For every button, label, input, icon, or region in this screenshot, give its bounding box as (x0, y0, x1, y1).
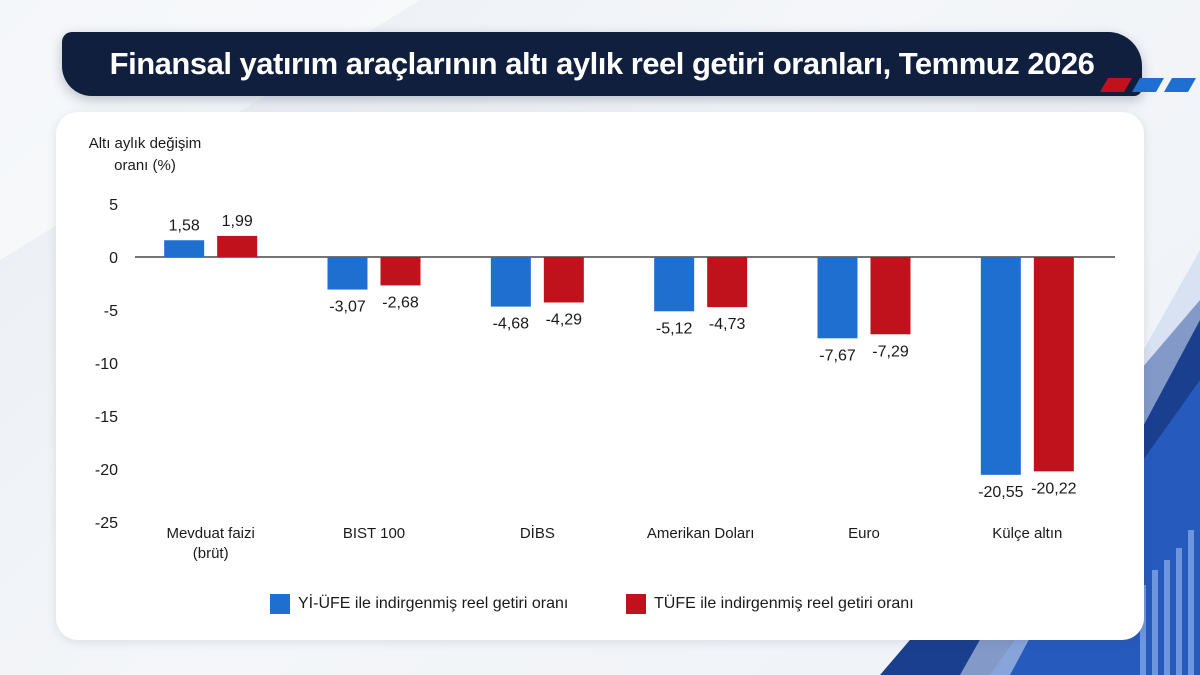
bar (707, 257, 748, 308)
x-tick-label: DİBS (520, 524, 555, 542)
x-tick-label: BIST 100 (343, 525, 405, 542)
chart-title: Finansal yatırım araçlarının altı aylık … (109, 46, 1095, 81)
y-tick-label: 5 (109, 197, 118, 214)
data-label: 1,99 (222, 213, 253, 230)
data-label: -4,29 (546, 311, 583, 328)
y-tick-label: -25 (95, 515, 118, 532)
x-tick-label: Külçe altın (992, 525, 1062, 542)
y-tick-label: -10 (95, 356, 118, 373)
y-tick-label: -20 (95, 462, 118, 479)
bar (1033, 257, 1074, 472)
bar (490, 257, 531, 307)
y-axis-title-line: oranı (%) (114, 157, 176, 174)
chart-card (56, 112, 1144, 640)
x-tick-label: Amerikan Doları (647, 525, 755, 542)
bar (164, 240, 205, 257)
data-label: -4,73 (709, 316, 746, 333)
bar (817, 257, 858, 339)
data-label: 1,58 (169, 217, 200, 234)
bar (870, 257, 911, 335)
y-axis-title-line: Altı aylık değişim (89, 135, 202, 152)
y-tick-label: 0 (109, 250, 118, 267)
x-tick-label: Mevduat faizi (166, 525, 254, 542)
y-tick-label: -15 (95, 409, 118, 426)
legend-swatch-blue (270, 594, 290, 614)
y-tick-label: -5 (104, 303, 118, 320)
data-label: -2,68 (382, 294, 419, 311)
bar (980, 257, 1021, 475)
data-label: -4,68 (493, 316, 530, 333)
data-label: -3,07 (329, 299, 366, 316)
data-label: -7,29 (872, 343, 909, 360)
legend-label-series2: TÜFE ile indirgenmiş reel getiri oranı (654, 595, 914, 612)
x-tick-label: Euro (848, 525, 880, 542)
legend: Yİ-ÜFE ile indirgenmiş reel getiri oranı… (0, 590, 1200, 618)
bar (217, 235, 258, 257)
title-banner: Finansal yatırım araçlarının altı aylık … (62, 32, 1142, 96)
legend-item-series2: TÜFE ile indirgenmiş reel getiri oranı (626, 590, 914, 618)
bar (543, 257, 584, 303)
data-label: -20,55 (978, 484, 1023, 501)
bar (654, 257, 695, 312)
accent-stripes (1100, 78, 1196, 92)
bar (380, 257, 421, 286)
bar (327, 257, 368, 290)
data-label: -20,22 (1031, 480, 1076, 497)
data-label: -7,67 (819, 347, 856, 364)
legend-label-series1: Yİ-ÜFE ile indirgenmiş reel getiri oranı (298, 595, 569, 612)
legend-item-series1: Yİ-ÜFE ile indirgenmiş reel getiri oranı (270, 590, 568, 618)
legend-swatch-red (626, 594, 646, 614)
x-tick-label: (brüt) (193, 545, 229, 562)
data-label: -5,12 (656, 320, 693, 337)
